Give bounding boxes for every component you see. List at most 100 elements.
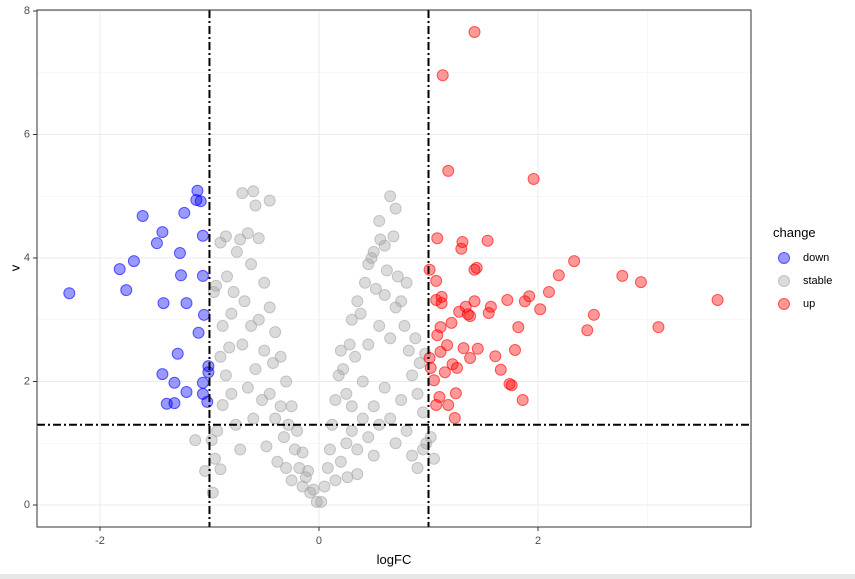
legend-marker <box>778 298 790 310</box>
point <box>552 269 565 282</box>
point <box>349 350 362 363</box>
point <box>402 344 415 357</box>
point <box>168 376 181 389</box>
point <box>468 295 481 308</box>
point <box>227 285 240 298</box>
point <box>417 443 430 456</box>
point <box>207 285 220 298</box>
point <box>332 369 345 382</box>
point <box>302 465 315 478</box>
point <box>449 387 462 400</box>
legend-label: up <box>803 298 815 310</box>
y-tick-label: 6 <box>24 128 30 140</box>
point <box>205 434 218 447</box>
point <box>214 350 227 363</box>
point <box>234 443 247 456</box>
point <box>484 300 497 313</box>
point <box>220 270 233 283</box>
point <box>634 276 647 289</box>
point <box>345 313 358 326</box>
point <box>249 363 262 376</box>
point <box>448 411 461 424</box>
point <box>225 387 238 400</box>
point <box>362 338 375 351</box>
panel-border <box>36 9 752 528</box>
point <box>269 412 282 425</box>
point <box>417 406 430 419</box>
point <box>266 356 279 369</box>
y-tick-label: 2 <box>24 375 30 387</box>
point <box>337 363 350 376</box>
point <box>711 293 724 306</box>
axes: -2 0 2 0 2 4 6 8 <box>24 5 541 547</box>
point <box>214 463 227 476</box>
point <box>509 344 522 357</box>
point <box>202 366 215 379</box>
point <box>277 431 290 444</box>
point <box>263 301 276 314</box>
legend-title: change <box>773 225 816 240</box>
legend-label: stable <box>803 275 832 287</box>
legend-key <box>773 247 795 269</box>
point <box>409 332 422 345</box>
grid <box>37 10 751 527</box>
point <box>430 274 443 287</box>
y-tick-label: 4 <box>24 252 30 264</box>
legend: change down stable up <box>773 225 832 315</box>
point <box>351 443 364 456</box>
point <box>196 229 209 242</box>
point <box>191 184 204 197</box>
point <box>199 465 212 478</box>
point <box>285 400 298 413</box>
point <box>168 397 181 410</box>
point <box>202 360 215 373</box>
point <box>180 386 193 399</box>
point <box>241 381 254 394</box>
point <box>318 480 331 493</box>
point <box>424 431 437 444</box>
point <box>442 398 455 411</box>
point <box>245 258 258 271</box>
point <box>384 412 397 425</box>
point <box>329 394 342 407</box>
point <box>354 307 367 320</box>
point <box>156 226 169 239</box>
point <box>323 443 336 456</box>
legend-key <box>773 293 795 315</box>
point <box>362 431 375 444</box>
x-tick-label: 0 <box>316 535 322 547</box>
point <box>387 230 400 243</box>
point <box>378 289 391 302</box>
point <box>367 245 380 258</box>
point <box>424 361 437 374</box>
point <box>406 369 419 382</box>
point <box>351 468 364 481</box>
point <box>208 452 221 465</box>
point <box>260 440 273 453</box>
point <box>430 398 443 411</box>
point <box>293 461 306 474</box>
y-tick-label: 0 <box>24 499 30 511</box>
point <box>192 326 205 339</box>
point <box>113 263 126 276</box>
points <box>63 25 724 508</box>
point <box>201 395 214 408</box>
y-axis-title: v <box>7 264 22 271</box>
point <box>411 461 424 474</box>
point <box>431 329 444 342</box>
point <box>120 284 133 297</box>
window-edge <box>0 574 855 579</box>
point <box>434 345 447 358</box>
reference-lines <box>37 10 751 527</box>
point <box>296 446 309 459</box>
point <box>362 258 375 271</box>
point <box>427 452 440 465</box>
point <box>464 352 477 365</box>
point <box>340 437 353 450</box>
point <box>136 210 149 223</box>
point <box>329 474 342 487</box>
point <box>252 232 265 245</box>
point <box>438 366 451 379</box>
